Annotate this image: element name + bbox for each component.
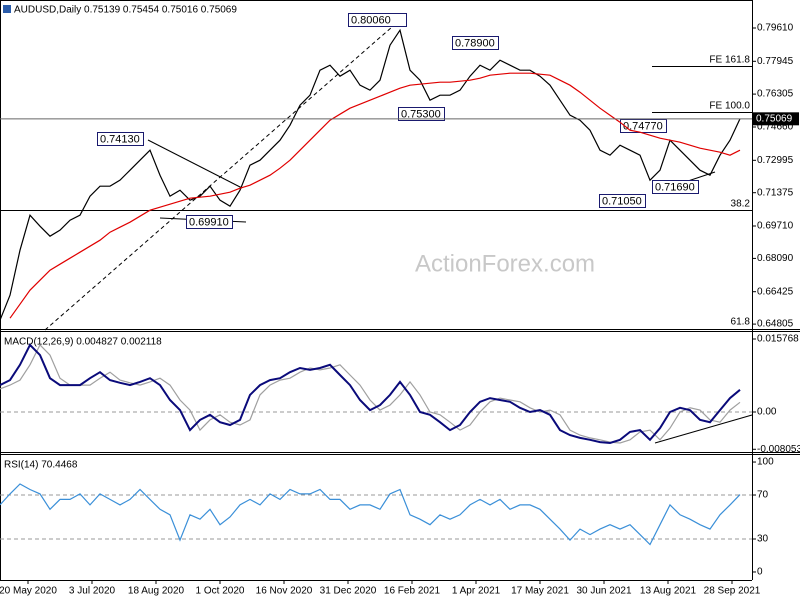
panel-title: MACD(12,26,9) 0.004827 0.002118 <box>4 337 162 348</box>
y-tick-label: 30 <box>757 534 769 545</box>
series-line <box>0 343 741 445</box>
y-tick-label: 0.79610 <box>757 23 794 34</box>
series-line <box>0 28 741 321</box>
last-price-label: 0.75069 <box>756 113 793 124</box>
fib-label: 61.8 <box>731 317 751 328</box>
series-line <box>9 72 741 319</box>
fib-label: FE 161.8 <box>709 55 750 66</box>
y-tick-label: 0.69710 <box>757 221 794 232</box>
y-tick-label: 0.77945 <box>757 56 794 67</box>
x-tick-label: 30 Jun 2021 <box>576 586 631 597</box>
x-tick-label: 18 Aug 2020 <box>128 586 185 597</box>
series-line <box>0 343 741 444</box>
watermark: ActionForex.com <box>415 250 595 277</box>
x-tick-label: 3 Jul 2020 <box>69 586 116 597</box>
price-box <box>348 13 407 27</box>
y-tick-label: 0.66425 <box>757 286 794 297</box>
series-line <box>0 483 741 546</box>
y-tick-label: 0 <box>757 567 763 578</box>
price-box <box>620 119 667 133</box>
y-tick-label: 0.64805 <box>757 319 794 330</box>
price-annotation: 0.74130 <box>100 133 140 145</box>
y-tick-label: 0.71375 <box>757 187 794 198</box>
x-tick-label: 1 Oct 2020 <box>196 586 245 597</box>
fib-label: 38.2 <box>731 199 751 210</box>
x-tick-label: 20 May 2020 <box>0 586 57 597</box>
x-tick-label: 31 Dec 2020 <box>320 586 377 597</box>
symbol-icon <box>3 5 11 13</box>
y-tick-label: 70 <box>757 490 769 501</box>
price-annotation: 0.75300 <box>401 108 441 120</box>
trend-line <box>147 139 243 189</box>
y-tick-label: 0.76305 <box>757 89 794 100</box>
price-annotation: 0.69910 <box>189 216 229 228</box>
last-price-box <box>753 112 799 126</box>
trend-line <box>44 19 401 331</box>
trend-line <box>654 414 753 444</box>
price-annotation: 0.78900 <box>455 37 495 49</box>
price-box <box>599 194 646 208</box>
x-tick-label: 16 Nov 2020 <box>256 586 313 597</box>
price-box <box>398 107 445 121</box>
panel-title: AUDUSD,Daily 0.75139 0.75454 0.75016 0.7… <box>14 5 237 16</box>
x-tick-label: 16 Feb 2021 <box>384 586 441 597</box>
x-tick-label: 17 May 2021 <box>511 586 569 597</box>
y-tick-label: 0.72995 <box>757 155 794 166</box>
price-box <box>452 36 499 50</box>
y-tick-label: 0.015768 <box>757 334 799 345</box>
price-annotation: 0.71690 <box>655 181 695 193</box>
y-tick-label: -0.008053 <box>757 444 800 455</box>
price-annotation: 0.71050 <box>602 195 642 207</box>
x-tick-label: 13 Aug 2021 <box>640 586 697 597</box>
y-tick-label: 0.74660 <box>757 122 794 133</box>
y-tick-label: 0.00 <box>757 407 777 418</box>
price-box <box>97 132 144 146</box>
y-tick-label: 0.68090 <box>757 253 794 264</box>
price-annotation: 0.80060 <box>351 14 391 26</box>
x-tick-label: 1 Apr 2021 <box>452 586 501 597</box>
fib-label: FE 100.0 <box>709 101 750 112</box>
price-box <box>652 180 699 194</box>
price-box <box>186 215 233 229</box>
panel-title: RSI(14) 70.4468 <box>4 460 78 471</box>
x-tick-label: 28 Sep 2021 <box>704 586 761 597</box>
price-annotation: 0.74770 <box>623 120 663 132</box>
y-tick-label: 100 <box>757 457 774 468</box>
